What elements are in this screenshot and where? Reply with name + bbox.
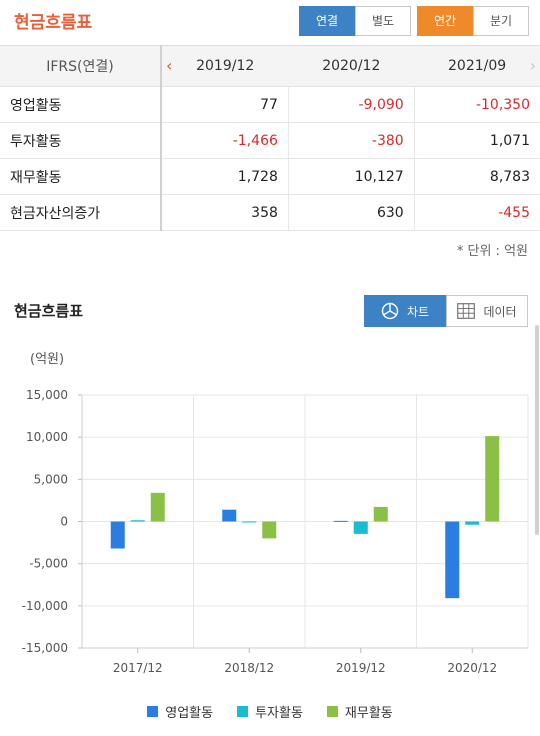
column-header-label: 2019/12 [196,58,255,74]
table-cell: 8,783 [413,158,540,195]
period-toggle: 연간 분기 [417,6,529,36]
page-title: 현금흐름표 [14,13,93,33]
table-cell: -1,466 [160,122,289,159]
table-row: 현금자산의증가 358 630 -455 [0,194,540,231]
top-bar: 현금흐름표 연결 별도 연간 분기 [0,0,540,45]
cashflow-table: IFRS(연결) ‹ 2019/12 2020/12 2021/09 › 영업활… [0,45,540,231]
bar [373,506,388,522]
bar [465,521,480,525]
y-tick-label: -5,000 [29,557,68,571]
bar [353,521,368,534]
chart-section-title: 현금흐름표 [14,302,84,320]
column-header-label: 2021/09 [448,58,507,74]
chart-view-label: 차트 [406,304,430,319]
chart-view-button[interactable]: 차트 [364,295,446,327]
tab-separate[interactable]: 별도 [355,6,411,36]
bar [222,509,237,522]
legend-label: 투자활동 [255,706,303,721]
y-tick-label: -10,000 [22,599,68,613]
legend-item[interactable]: 투자활동 [237,702,303,721]
bar [130,520,145,522]
row-label: 투자활동 [0,122,162,159]
column-header-year: ‹ 2019/12 [161,45,289,87]
bar [110,521,125,549]
data-view-label: 데이터 [483,304,517,319]
bar [262,521,277,539]
bar [485,436,500,522]
y-tick-label: -15,000 [22,641,68,655]
tab-consolidated[interactable]: 연결 [299,6,355,36]
data-view-button[interactable]: 데이터 [446,295,528,327]
bar [242,521,257,523]
view-toggle: 차트 데이터 [364,295,528,327]
pie-chart-icon [381,302,399,320]
table-header-row: IFRS(연결) ‹ 2019/12 2020/12 2021/09 › [0,45,540,87]
bar [445,521,460,599]
table-row: 재무활동 1,728 10,127 8,783 [0,158,540,195]
legend-item[interactable]: 영업활동 [147,702,213,721]
bar [150,492,165,522]
y-tick-label: 10,000 [26,430,68,444]
table-cell: 630 [287,194,415,231]
chevron-right-icon[interactable]: › [529,56,536,75]
table-row: 투자활동 -1,466 -380 1,071 [0,122,540,159]
y-tick-label: 5,000 [34,472,68,486]
x-tick-label: 2020/12 [447,661,497,675]
table-cell: -380 [287,122,415,159]
y-axis-unit: (억원) [30,352,65,367]
y-tick-label: 15,000 [26,388,68,402]
x-tick-label: 2018/12 [224,661,274,675]
legend-swatch [147,706,159,717]
column-header-ifrs: IFRS(연결) [0,45,162,87]
table-cell: 1,071 [413,122,540,159]
x-tick-label: 2017/12 [113,661,163,675]
legend-label: 재무활동 [344,706,393,721]
legend-label: 영업활동 [165,706,214,721]
bar [333,520,348,522]
legend-item[interactable]: 재무활동 [326,702,393,721]
legend-swatch [237,706,249,717]
scrollbar[interactable] [535,325,539,535]
x-tick-label: 2019/12 [336,661,386,675]
column-header-year: 2021/09 › [414,45,540,87]
table-cell: 10,127 [287,158,415,195]
table-cell: 77 [160,86,289,123]
row-label: 현금자산의증가 [0,194,162,231]
chevron-left-icon[interactable]: ‹ [166,56,173,75]
column-header-label: 2020/12 [322,58,381,74]
column-header-year: 2020/12 [288,45,415,87]
table-cell: -455 [413,194,540,231]
chart-legend: 영업활동 투자활동 재무활동 [0,702,540,721]
legend-swatch [326,706,338,717]
row-label: 영업활동 [0,86,162,123]
table-row: 영업활동 77 -9,090 -10,350 [0,86,540,123]
tab-quarterly[interactable]: 분기 [473,6,529,36]
consolidation-toggle: 연결 별도 [299,6,411,36]
tab-annual[interactable]: 연간 [417,6,473,36]
bar-chart: 15,000 10,000 5,000 0 -5,000 -10,000 -15,000 20… [22,388,529,675]
table-cell: -9,090 [287,86,415,123]
table-cell: -10,350 [413,86,540,123]
y-tick-label: 0 [60,515,68,529]
table-cell: 1,728 [160,158,289,195]
row-label: 재무활동 [0,158,162,195]
unit-note: * 단위 : 억원 [456,244,528,259]
table-cell: 358 [160,194,289,231]
grid-table-icon [457,303,476,319]
chart-area: (억원) 15,000 10,000 5,000 0 -5,000 -10,000 -15,… [0,340,540,736]
